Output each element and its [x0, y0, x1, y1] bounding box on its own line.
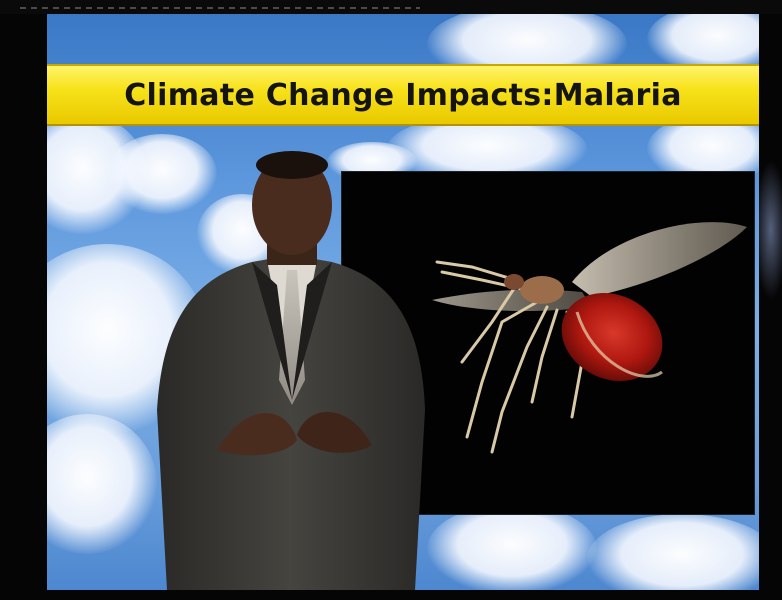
broadcast-frame: Climate Change Impacts:Malaria	[47, 14, 759, 590]
top-dashed-artifact	[20, 7, 420, 9]
cloud	[107, 134, 217, 214]
cloud	[47, 414, 157, 554]
mosquito-illustration	[432, 222, 747, 454]
banner-title: Climate Change Impacts:Malaria	[124, 77, 682, 113]
presenter-figure	[157, 151, 425, 590]
top-letterbox-strip	[0, 0, 782, 14]
cloud	[587, 514, 759, 590]
title-banner: Climate Change Impacts:Malaria	[47, 64, 759, 126]
cloud	[427, 504, 597, 590]
edge-noise-artifact	[754, 160, 782, 300]
